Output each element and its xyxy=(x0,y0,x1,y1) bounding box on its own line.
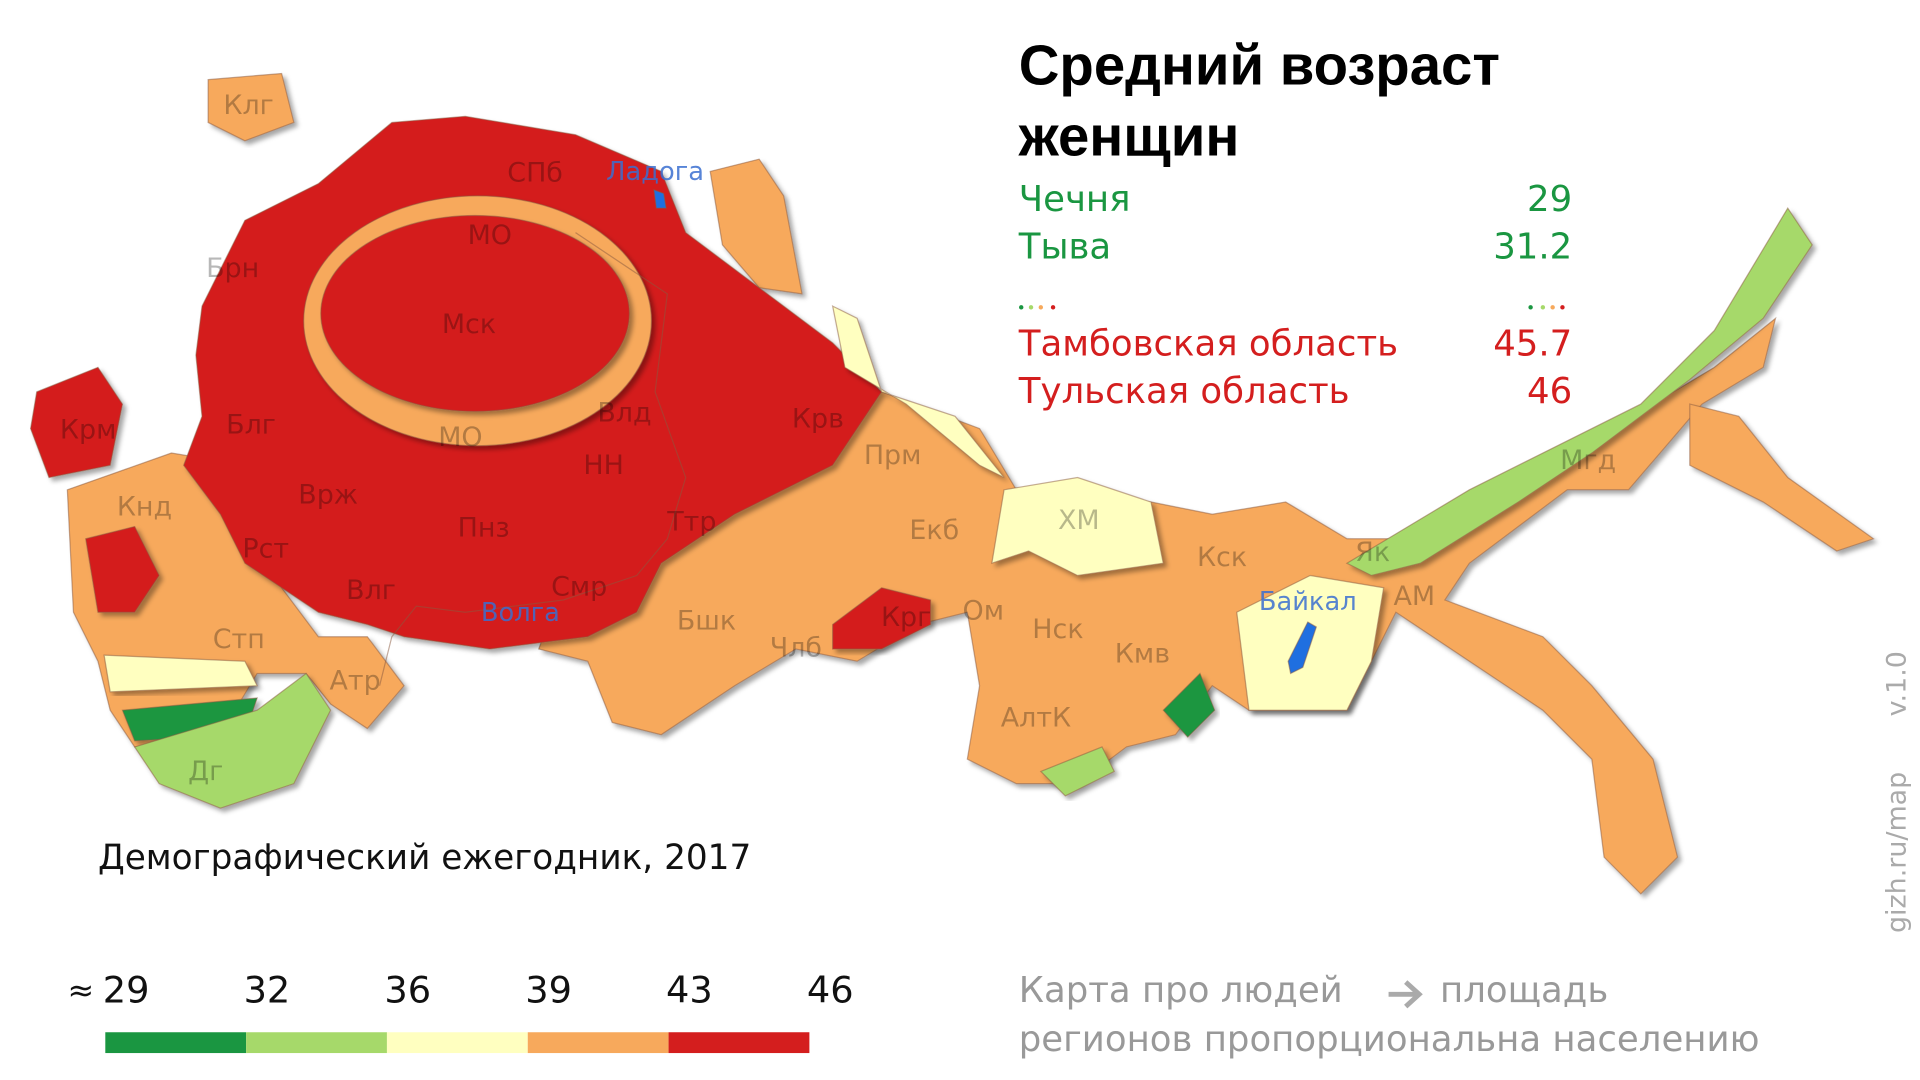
region-shape xyxy=(1345,207,1813,577)
region-shape xyxy=(207,72,295,142)
region-labels: Клг СПб МО Брн Мск МО Блг Крм Врж Пнз Влд НН Крв Прм Т… xyxy=(60,90,1616,787)
region-label: Блг xyxy=(226,410,276,441)
region-label: Брн xyxy=(206,253,259,284)
legend-tick-label: 36 xyxy=(384,968,431,1011)
legend-swatch xyxy=(527,1032,669,1054)
region-label: МО xyxy=(468,220,512,251)
ellipsis-dot xyxy=(1028,305,1034,310)
region-label: Бшк xyxy=(677,606,736,637)
region-label: Дг xyxy=(188,756,223,787)
ranking-name: Тамбовская область xyxy=(1018,323,1398,364)
legend-tick-label: 29 xyxy=(103,968,150,1011)
version: v.1.0 xyxy=(1881,651,1912,716)
region-shape xyxy=(133,672,332,809)
region-label: Прм xyxy=(864,440,922,471)
region-label: Нск xyxy=(1032,614,1083,645)
note: регионов пропорциональна населению xyxy=(1019,1019,1760,1060)
legend-swatch xyxy=(105,1032,247,1054)
region-label: Ттр xyxy=(666,506,716,537)
region-label: Влг xyxy=(346,575,396,606)
ellipsis-dot xyxy=(1550,305,1555,310)
region-label: Смр xyxy=(551,571,607,602)
region-label: Клг xyxy=(223,90,273,121)
ranking-name: Тыва xyxy=(1018,227,1111,268)
region-label: Члб xyxy=(770,632,822,663)
region-label: Як xyxy=(1355,537,1390,568)
legend-tick-label: 39 xyxy=(525,968,572,1011)
ranking-value: 46 xyxy=(1527,371,1572,412)
legend-tick-label: 46 xyxy=(807,968,854,1011)
legend-swatch xyxy=(246,1032,387,1054)
region-label: Екб xyxy=(909,515,959,546)
ellipsis-dot xyxy=(1528,305,1533,310)
ellipsis-dot xyxy=(1038,305,1044,310)
region-shape xyxy=(1689,403,1875,552)
region-label: Мгд xyxy=(1560,445,1616,476)
ellipsis-dot xyxy=(1050,305,1056,310)
region-label: Стп xyxy=(213,624,265,655)
region-shape xyxy=(1039,746,1116,797)
region-shape xyxy=(832,587,932,650)
region-label: АМ xyxy=(1393,581,1435,612)
region-label: Влд xyxy=(597,397,651,428)
water-label: Волга xyxy=(481,598,560,628)
lake xyxy=(1287,621,1318,675)
region-label: МО xyxy=(438,422,482,453)
text-panel: Средний возраст женщин Чечня 29 Тыва 31.2 Тамб… xyxy=(67,34,1912,1060)
river xyxy=(378,232,687,686)
region-label: Мск xyxy=(442,309,496,340)
region-shape xyxy=(320,214,630,413)
legend-tick-label: 32 xyxy=(244,968,291,1011)
region-label: Крг xyxy=(881,602,931,633)
legend-approx: ≈ xyxy=(67,971,94,1009)
water-label: Ладога xyxy=(606,157,704,187)
region-label: Крв xyxy=(792,404,844,435)
ranking-name: Тульская область xyxy=(1018,371,1350,412)
ellipsis-dot xyxy=(1540,305,1546,310)
region-shape xyxy=(103,654,259,693)
region-label: Врж xyxy=(298,479,358,510)
ranking-name: Чечня xyxy=(1019,179,1131,220)
credit: gizh.ru/map xyxy=(1881,772,1912,933)
title: Средний возраст xyxy=(1019,34,1500,97)
legend-swatch xyxy=(668,1032,810,1054)
region-label: Атр xyxy=(330,666,381,697)
title: женщин xyxy=(1018,105,1240,168)
region-label: Крм xyxy=(60,415,117,446)
ranking-value: 45.7 xyxy=(1493,323,1572,364)
legend-swatch xyxy=(386,1032,528,1054)
region-label: Кмв xyxy=(1115,639,1170,670)
arrow-icon xyxy=(1388,980,1423,1009)
region-label: Пнз xyxy=(458,512,510,543)
region-shape xyxy=(85,525,160,613)
region-label: Рст xyxy=(242,533,289,564)
legend-tick-label: 43 xyxy=(666,968,713,1011)
region-shape xyxy=(29,366,124,479)
note: площадь xyxy=(1440,970,1608,1011)
region-shape xyxy=(1162,672,1216,739)
region-label: АлтК xyxy=(1001,702,1071,733)
ranking-value: 31.2 xyxy=(1493,227,1572,268)
hex-map xyxy=(29,72,1875,895)
note: Карта про людей xyxy=(1019,970,1343,1011)
region-label: Ом xyxy=(963,596,1005,627)
ellipsis-dot xyxy=(1019,305,1024,310)
source: Демографический ежегодник, 2017 xyxy=(98,838,751,878)
water-label: Байкал xyxy=(1259,587,1357,617)
region-shape xyxy=(831,305,1005,479)
region-shape xyxy=(709,158,803,295)
region-label: Кнд xyxy=(117,492,172,523)
region-label: ХМ xyxy=(1058,505,1100,536)
lake xyxy=(653,188,667,209)
ranking-value: 29 xyxy=(1527,179,1572,220)
region-shape xyxy=(537,316,1777,895)
region-label: Кск xyxy=(1197,542,1247,573)
region-label: СПб xyxy=(507,157,563,188)
region-shape xyxy=(991,476,1164,577)
region-label: НН xyxy=(583,450,624,481)
ellipsis-dot xyxy=(1560,305,1565,310)
